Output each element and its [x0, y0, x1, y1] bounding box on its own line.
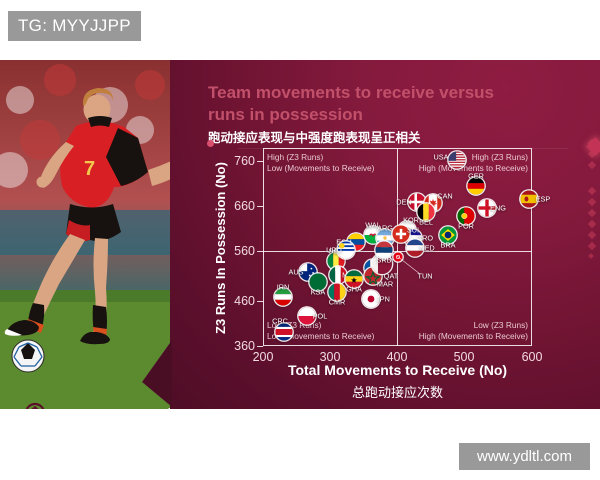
svg-text:7: 7	[84, 158, 95, 180]
